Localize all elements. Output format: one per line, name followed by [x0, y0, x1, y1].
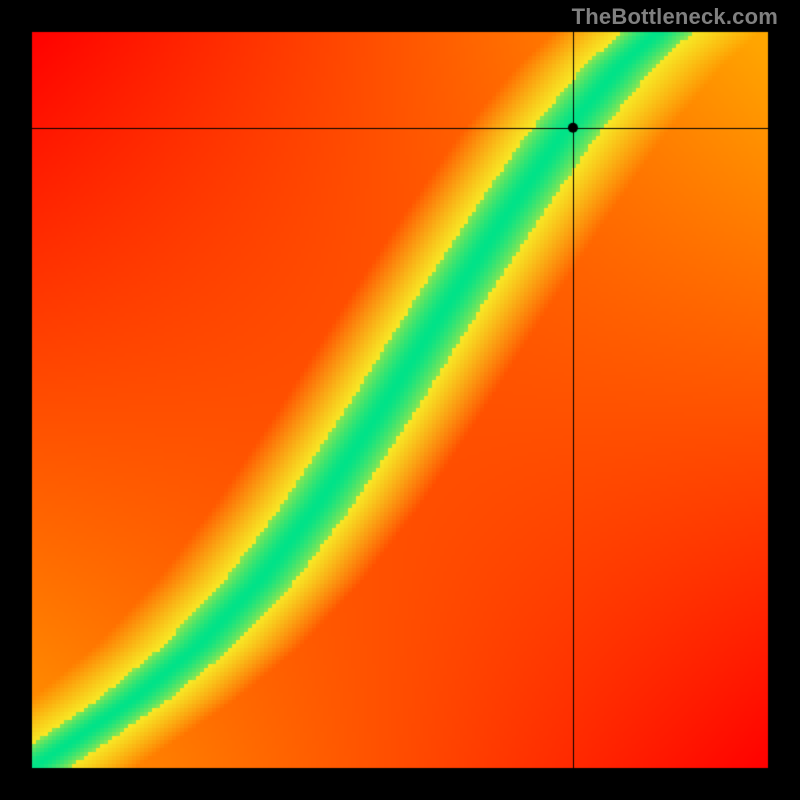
bottleneck-heatmap — [0, 0, 800, 800]
attribution-label: TheBottleneck.com — [572, 4, 778, 30]
